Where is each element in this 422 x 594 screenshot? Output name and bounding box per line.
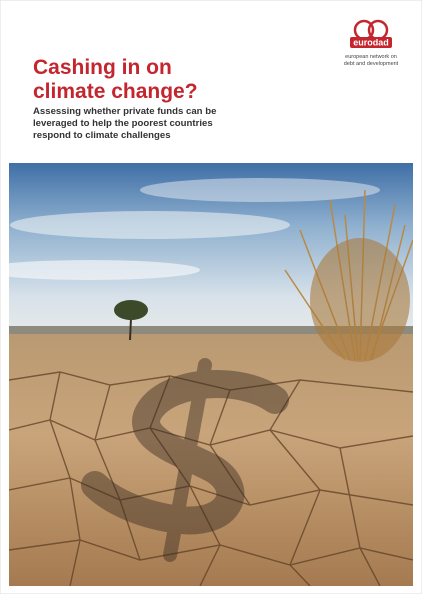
subtitle: respond to climate challenges: [33, 130, 171, 141]
dollar-shadow: [81, 358, 289, 562]
title: climate change?: [33, 80, 198, 103]
title: Cashing in on: [33, 56, 172, 79]
tree: [114, 300, 148, 341]
logo-tagline: debt and development: [344, 61, 399, 67]
grass-tuft: [310, 238, 410, 362]
cover-photo: [9, 163, 413, 586]
cloud: [140, 178, 380, 202]
logo: eurodad european network on debt and dev…: [344, 19, 399, 67]
logo-box: [350, 37, 392, 48]
logo-name: eurodad: [353, 38, 389, 48]
cloud: [10, 211, 290, 239]
subtitle: leveraged to help the poorest countries: [33, 118, 213, 129]
cloud: [9, 260, 200, 280]
logo-tagline: european network on: [345, 54, 397, 60]
horizon: [9, 326, 413, 336]
subtitle: Assessing whether private funds can be: [33, 106, 216, 117]
cracks: [9, 371, 413, 586]
